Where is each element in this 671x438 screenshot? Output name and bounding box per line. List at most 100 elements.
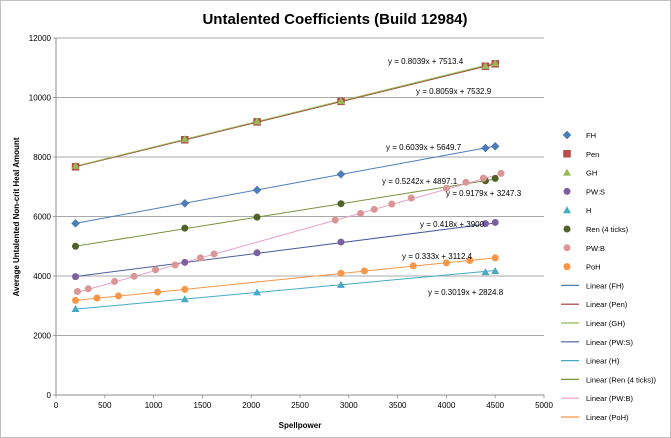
chart-title: Untalented Coefficients (Build 12984) bbox=[202, 11, 467, 28]
legend-label: H bbox=[586, 206, 591, 215]
data-point bbox=[72, 242, 80, 250]
data-point bbox=[370, 205, 378, 213]
trendline bbox=[75, 178, 496, 247]
data-point bbox=[407, 194, 415, 202]
y-axis-title: Average Untalented Non-crit Heal Amount bbox=[12, 137, 21, 296]
legend-label: PoH bbox=[586, 263, 601, 272]
x-tick-label: 3000 bbox=[340, 401, 358, 410]
data-point bbox=[180, 199, 190, 208]
data-point bbox=[331, 216, 339, 224]
legend-marker bbox=[563, 168, 571, 176]
data-point bbox=[491, 174, 499, 182]
data-point bbox=[171, 261, 179, 269]
data-point bbox=[337, 200, 345, 208]
data-point bbox=[336, 169, 346, 179]
legend-marker bbox=[563, 225, 571, 233]
trendline-equation: y = 0.418x + 3900 bbox=[420, 220, 485, 229]
legend-label: PW:B bbox=[586, 244, 605, 253]
data-point bbox=[253, 249, 261, 257]
trendline bbox=[77, 173, 502, 293]
x-tick-label: 5000 bbox=[535, 401, 553, 410]
data-point bbox=[357, 210, 365, 218]
data-point bbox=[337, 269, 345, 277]
data-point bbox=[181, 224, 189, 232]
y-tick-label: 10000 bbox=[29, 94, 52, 103]
data-point bbox=[72, 273, 80, 281]
trendline bbox=[75, 62, 496, 167]
legend-label: FH bbox=[586, 131, 596, 140]
legend-marker bbox=[563, 244, 571, 252]
data-point bbox=[252, 185, 262, 195]
data-point bbox=[481, 143, 490, 153]
data-point bbox=[93, 294, 101, 302]
legend-marker bbox=[563, 150, 571, 158]
legend: FH Pen GH PW:S H Ren (4 ticks) PW:B PoH Linear (… bbox=[561, 130, 657, 422]
x-tick-label: 4000 bbox=[438, 401, 456, 410]
data-point bbox=[491, 218, 499, 226]
data-point bbox=[388, 200, 396, 208]
data-point bbox=[152, 266, 160, 274]
trendline bbox=[75, 145, 496, 224]
data-point bbox=[71, 305, 80, 313]
legend-label: Linear (Pen) bbox=[586, 300, 628, 309]
axes: 0 2000 4000 6000 8000 10000 12000 0 500 1000 1500 2… bbox=[29, 34, 554, 410]
legend-label: Linear (H) bbox=[586, 357, 620, 366]
y-tick-label: 0 bbox=[47, 391, 52, 400]
trendline-equation: y = 0.5242x + 4897.1 bbox=[382, 177, 458, 186]
data-point bbox=[154, 288, 162, 296]
data-point bbox=[462, 178, 470, 186]
x-tick-label: 4500 bbox=[486, 401, 504, 410]
legend-label: Ren (4 ticks) bbox=[586, 225, 629, 234]
trendline-equation: y = 0.3019x + 2824.8 bbox=[428, 288, 504, 297]
data-point bbox=[84, 285, 92, 293]
y-tick-label: 4000 bbox=[33, 272, 51, 281]
trendline bbox=[75, 63, 496, 168]
data-point bbox=[490, 142, 500, 151]
data-point bbox=[442, 184, 450, 192]
x-tick-label: 1500 bbox=[194, 401, 212, 410]
data-point bbox=[481, 268, 490, 276]
trendlines bbox=[75, 62, 502, 310]
data-point bbox=[180, 295, 189, 303]
data-point bbox=[73, 287, 81, 295]
x-tick-label: 2500 bbox=[291, 401, 309, 410]
data-point bbox=[253, 288, 262, 296]
data-point bbox=[114, 292, 122, 300]
y-tick-label: 2000 bbox=[33, 332, 51, 341]
trendline bbox=[75, 257, 496, 301]
data-point bbox=[481, 61, 490, 69]
x-axis-title: Spellpower bbox=[279, 421, 322, 430]
data-point bbox=[253, 117, 262, 125]
legend-label: Linear (PW:S) bbox=[586, 338, 633, 347]
data-point bbox=[409, 262, 417, 270]
y-tick-label: 8000 bbox=[33, 153, 51, 162]
legend-label: PW:S bbox=[586, 187, 605, 196]
legend-label: Linear (GH) bbox=[586, 319, 626, 328]
trendline-equation: y = 0.8039x + 7513.4 bbox=[388, 57, 464, 66]
x-tick-label: 500 bbox=[98, 401, 112, 410]
data-point bbox=[72, 296, 80, 304]
data-point bbox=[491, 59, 500, 67]
data-point bbox=[180, 135, 189, 143]
trendline-equation: y = 0.333x + 3112.4 bbox=[402, 252, 473, 261]
data-points bbox=[71, 59, 505, 313]
data-point bbox=[481, 220, 489, 228]
legend-label: Linear (PoH) bbox=[586, 413, 629, 422]
data-point bbox=[491, 266, 500, 274]
trendline bbox=[75, 222, 496, 277]
y-tick-label: 12000 bbox=[29, 34, 52, 43]
legend-label: Linear (PW:B) bbox=[586, 394, 633, 403]
legend-label: Linear (Ren (4 ticks)) bbox=[586, 375, 657, 384]
legend-marker bbox=[562, 130, 572, 140]
data-point bbox=[360, 267, 368, 275]
data-point bbox=[491, 254, 499, 262]
data-point bbox=[466, 257, 474, 265]
legend-marker bbox=[563, 263, 571, 271]
data-point bbox=[181, 285, 189, 293]
x-tick-label: 3500 bbox=[389, 401, 407, 410]
data-point bbox=[71, 161, 80, 169]
data-point bbox=[442, 259, 450, 267]
y-tick-label: 6000 bbox=[33, 213, 51, 222]
legend-marker bbox=[563, 187, 571, 195]
